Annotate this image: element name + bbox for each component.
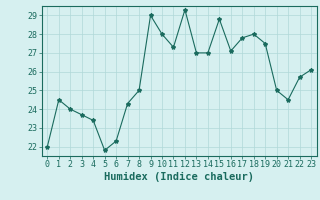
X-axis label: Humidex (Indice chaleur): Humidex (Indice chaleur) xyxy=(104,172,254,182)
